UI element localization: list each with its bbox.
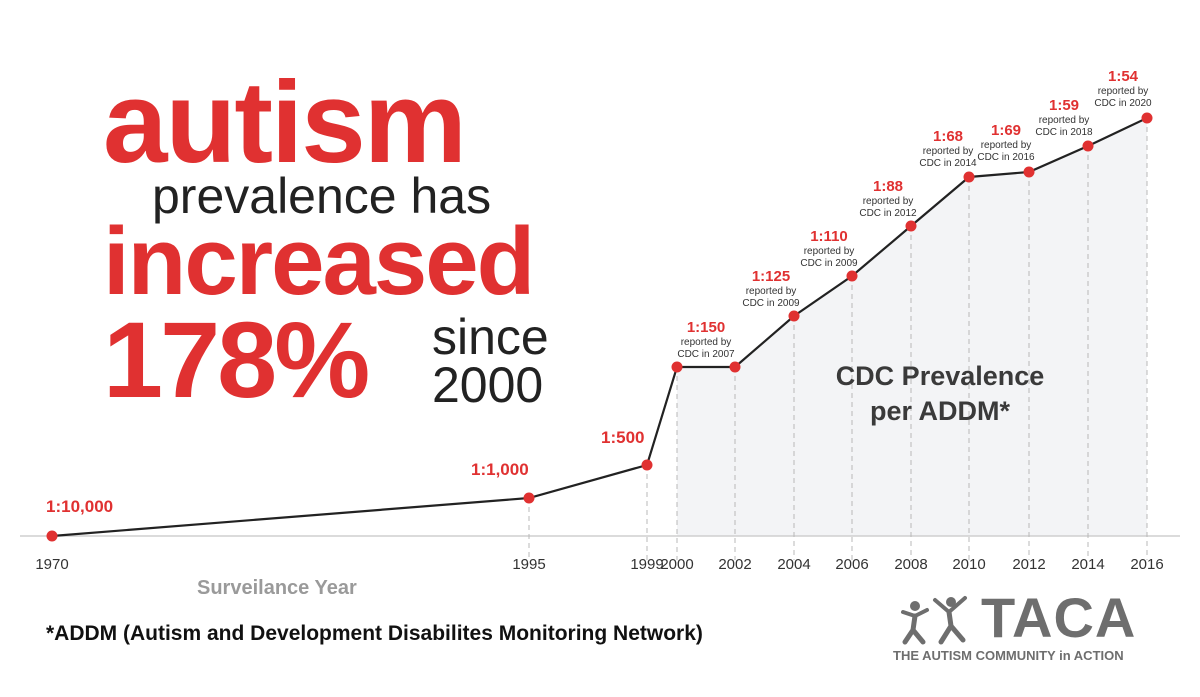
point-label: 1:54	[1108, 68, 1139, 85]
point-label: 1:10,000	[46, 497, 113, 516]
footnote: *ADDM (Autism and Development Disabilite…	[46, 622, 703, 645]
point-label: 1:88	[873, 178, 903, 195]
point-label: 1:150	[687, 319, 725, 336]
people-icon	[901, 596, 967, 645]
point-note: reported by	[804, 246, 855, 257]
data-point	[846, 270, 858, 282]
point-note: CDC in 2012	[859, 208, 917, 219]
data-point	[788, 310, 800, 322]
data-point	[905, 220, 917, 232]
x-tick-label: 2008	[894, 556, 927, 573]
x-tick-label: 2014	[1071, 556, 1104, 573]
data-point	[523, 492, 535, 504]
point-label: 1:110	[810, 228, 848, 245]
x-tick-label: 2016	[1130, 556, 1163, 573]
headline: autism prevalence has increased 178% sin…	[0, 0, 640, 420]
data-point	[729, 361, 741, 373]
point-note: reported by	[923, 146, 974, 157]
chart-title: per ADDM*	[870, 396, 1011, 426]
data-point	[46, 530, 58, 542]
headline-autism: autism	[103, 57, 467, 187]
chart-title: CDC Prevalence	[836, 361, 1045, 391]
data-point	[963, 171, 975, 183]
x-axis-label: Surveilance Year	[197, 577, 357, 599]
headline-increased: increased	[103, 208, 535, 315]
point-note: CDC in 2009	[800, 258, 858, 269]
x-tick-label: 2004	[777, 556, 810, 573]
point-note: CDC in 2016	[977, 152, 1035, 163]
point-label: 1:69	[991, 122, 1021, 139]
headline-year: 2000	[432, 357, 544, 413]
x-tick-label: 2002	[718, 556, 751, 573]
headline-prevalence-has: prevalence has	[152, 168, 492, 224]
point-note: reported by	[746, 286, 797, 297]
point-note: CDC in 2018	[1035, 127, 1093, 138]
x-tick-label: 1970	[35, 556, 68, 573]
point-label: 1:1,000	[471, 460, 529, 479]
logo-name: TACA	[981, 586, 1137, 649]
point-note: reported by	[1039, 115, 1090, 126]
data-point	[1023, 166, 1035, 178]
headline-percent: 178%	[103, 299, 370, 420]
data-point	[671, 361, 683, 373]
point-note: CDC in 2007	[677, 349, 735, 360]
shaded-area	[677, 118, 1147, 536]
data-point	[1141, 112, 1153, 124]
point-note: CDC in 2020	[1094, 98, 1152, 109]
x-tick-label: 2010	[952, 556, 985, 573]
point-note: CDC in 2014	[919, 158, 977, 169]
x-tick-label: 2000	[660, 556, 693, 573]
headline-since: since	[432, 309, 549, 365]
x-tick-label: 2006	[835, 556, 868, 573]
data-point	[1082, 140, 1094, 152]
point-note: CDC in 2009	[742, 298, 800, 309]
point-note: reported by	[981, 140, 1032, 151]
point-note: reported by	[681, 337, 732, 348]
x-tick-label: 1995	[512, 556, 545, 573]
x-tick-label: 2012	[1012, 556, 1045, 573]
point-label: 1:125	[752, 268, 790, 285]
x-tick-label: 1999	[630, 556, 663, 573]
taca-logo: TACA THE AUTISM COMMUNITY in ACTION	[893, 590, 1153, 670]
series-line	[51, 117, 1148, 538]
point-label: 1:500	[601, 428, 644, 447]
point-note: reported by	[1098, 86, 1149, 97]
logo-tagline: THE AUTISM COMMUNITY in ACTION	[893, 648, 1124, 663]
point-label: 1:59	[1049, 97, 1079, 114]
data-point	[641, 459, 653, 471]
point-label: 1:68	[933, 128, 963, 145]
point-note: reported by	[863, 196, 914, 207]
